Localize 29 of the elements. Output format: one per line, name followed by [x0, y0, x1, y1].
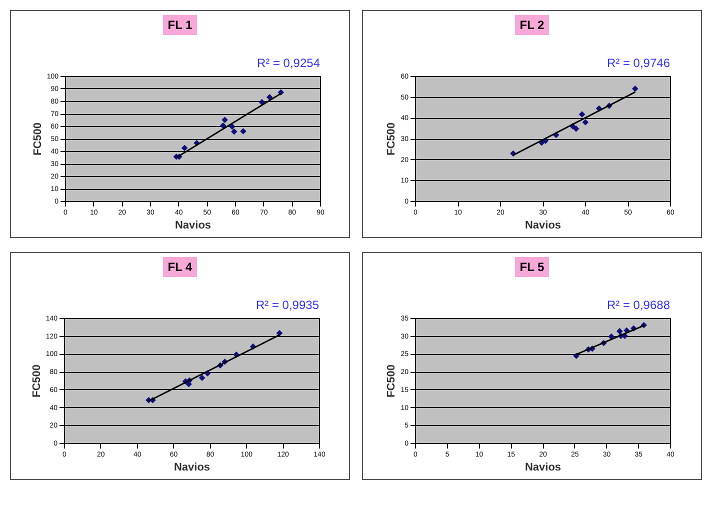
point	[578, 111, 586, 118]
y-axis-title: FC500	[386, 364, 398, 398]
x-axis-title: Navios	[174, 462, 210, 474]
chart-title: FL 1	[162, 15, 198, 35]
x-axis-title: Navios	[524, 462, 562, 474]
text: R² = 0,9935	[256, 298, 320, 312]
point	[582, 119, 589, 126]
point	[632, 86, 638, 92]
y-axis-title: FC500	[386, 122, 398, 156]
y-axis-title: FC500	[32, 122, 44, 156]
chart-title: FL 5	[514, 257, 550, 277]
point	[240, 128, 246, 134]
point	[220, 122, 226, 129]
text: R² = 0,9254	[256, 56, 320, 70]
point	[229, 123, 236, 130]
x-axis-title: Navios	[174, 220, 212, 232]
point	[198, 374, 206, 381]
point	[616, 328, 623, 334]
point	[572, 126, 580, 132]
x-axis-title: Navios	[524, 220, 562, 232]
point	[222, 116, 228, 124]
text: R² = 0,9688	[606, 298, 670, 312]
y-axis-title: FC500	[30, 364, 43, 398]
text: R² = 0,9746	[606, 56, 670, 70]
point	[181, 144, 188, 152]
chart-title: FL 4	[162, 257, 198, 277]
chart-title: FL 2	[514, 15, 550, 35]
point	[266, 94, 273, 100]
point	[230, 128, 238, 135]
